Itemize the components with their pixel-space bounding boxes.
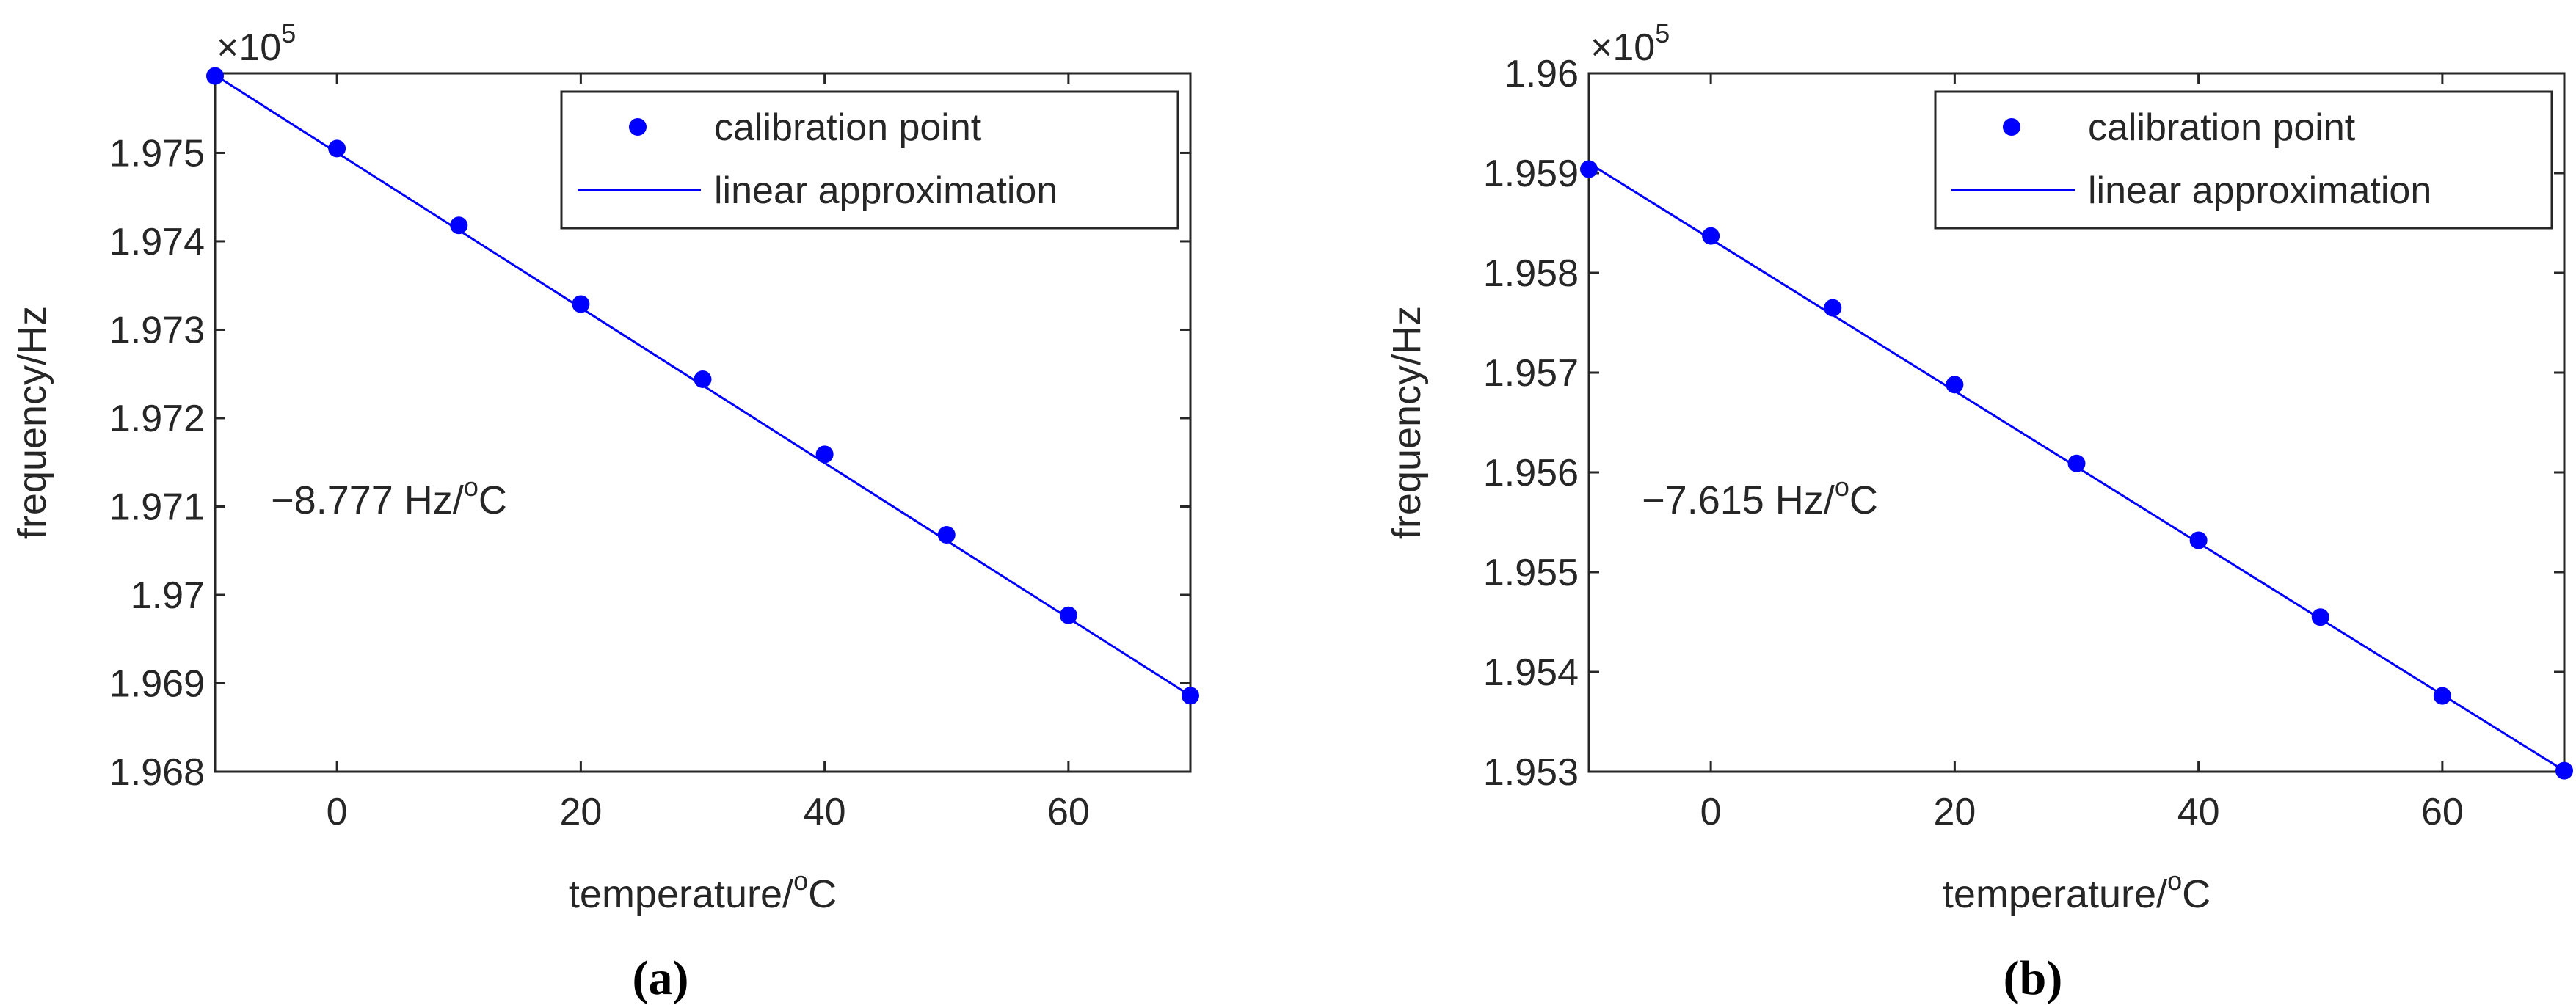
x-axis-title: temperature/oC: [1943, 866, 2211, 916]
y-tick-label: 1.968: [109, 751, 205, 794]
y-axis-title: frequency/Hz: [10, 306, 54, 539]
x-tick-label: 0: [327, 791, 348, 833]
y-tick-label: 1.973: [109, 309, 205, 351]
y-tick-label: 1.955: [1483, 552, 1579, 594]
x-tick-label: 40: [804, 791, 846, 833]
calibration-point: [572, 295, 590, 313]
x-axis-title: temperature/oC: [569, 866, 837, 916]
legend-marker-calibration: [629, 118, 647, 136]
calibration-point: [1946, 376, 1964, 394]
calibration-point: [450, 216, 468, 235]
y-tick-label: 1.974: [109, 221, 205, 263]
y-multiplier: ×105: [217, 18, 296, 69]
calibration-point: [694, 370, 712, 388]
x-tick-label: 60: [1047, 791, 1090, 833]
x-tick-label: 60: [2421, 791, 2464, 833]
y-tick-label: 1.972: [109, 398, 205, 440]
legend-box: [560, 90, 1179, 230]
y-tick-label: 1.975: [109, 132, 205, 175]
calibration-point: [2189, 531, 2208, 549]
chart-panel-2: 0 20 40 60 1.953 1.954 1.955 1.956 1.957 1.958 1.9…: [1385, 18, 2573, 1005]
panel-caption: (b): [2004, 951, 2063, 1005]
calibration-point: [206, 67, 224, 85]
chart-panel-1: 0 20 40 60 1.968 1.969 1.97 1.971 1.972 1.973 1.97…: [10, 18, 1199, 1005]
calibration-point: [2311, 608, 2329, 626]
x-tick-label: 20: [559, 791, 602, 833]
y-multiplier: ×105: [1590, 18, 1670, 69]
calibration-point: [1702, 227, 1720, 245]
calibration-point: [2555, 761, 2573, 780]
slope-annotation: −8.777 Hz/oC: [271, 472, 507, 522]
legend-label-linear: linear approximation: [714, 169, 1058, 212]
y-tick-label: 1.959: [1483, 153, 1579, 195]
calibration-point: [2433, 687, 2451, 705]
calibration-point: [328, 139, 346, 158]
calibration-point: [937, 526, 956, 544]
calibration-point: [1580, 160, 1598, 178]
y-tick-label: 1.97: [131, 574, 205, 617]
y-tick-label: 1.956: [1483, 452, 1579, 494]
x-tick-label: 0: [1700, 791, 1722, 833]
calibration-point: [1182, 687, 1199, 705]
legend-label-linear: linear approximation: [2088, 169, 2431, 212]
legend: calibration point linear approximation: [560, 90, 1179, 230]
y-tick-label: 1.954: [1483, 651, 1579, 694]
x-tick-label: 40: [2177, 791, 2220, 833]
legend-marker-calibration: [2003, 118, 2020, 136]
legend-label-calibration: calibration point: [2088, 106, 2356, 149]
y-tick-label: 1.969: [109, 662, 205, 705]
legend-box: [1934, 90, 2553, 230]
y-tick-label: 1.958: [1483, 252, 1579, 295]
calibration-point: [815, 445, 834, 464]
y-tick-label: 1.96: [1505, 53, 1579, 95]
y-tick-label: 1.957: [1483, 352, 1579, 395]
panel-caption: (a): [633, 951, 689, 1005]
x-tick-label: 20: [1933, 791, 1976, 833]
y-tick-label: 1.953: [1483, 751, 1579, 794]
legend: calibration point linear approximation: [1934, 90, 2553, 230]
y-axis-title: frequency/Hz: [1385, 306, 1429, 539]
calibration-point: [2067, 454, 2086, 472]
slope-annotation: −7.615 Hz/oC: [1642, 472, 1878, 522]
calibration-point: [1824, 299, 1842, 317]
y-tick-label: 1.971: [109, 486, 205, 528]
legend-label-calibration: calibration point: [714, 106, 982, 149]
calibration-point: [1059, 606, 1077, 624]
